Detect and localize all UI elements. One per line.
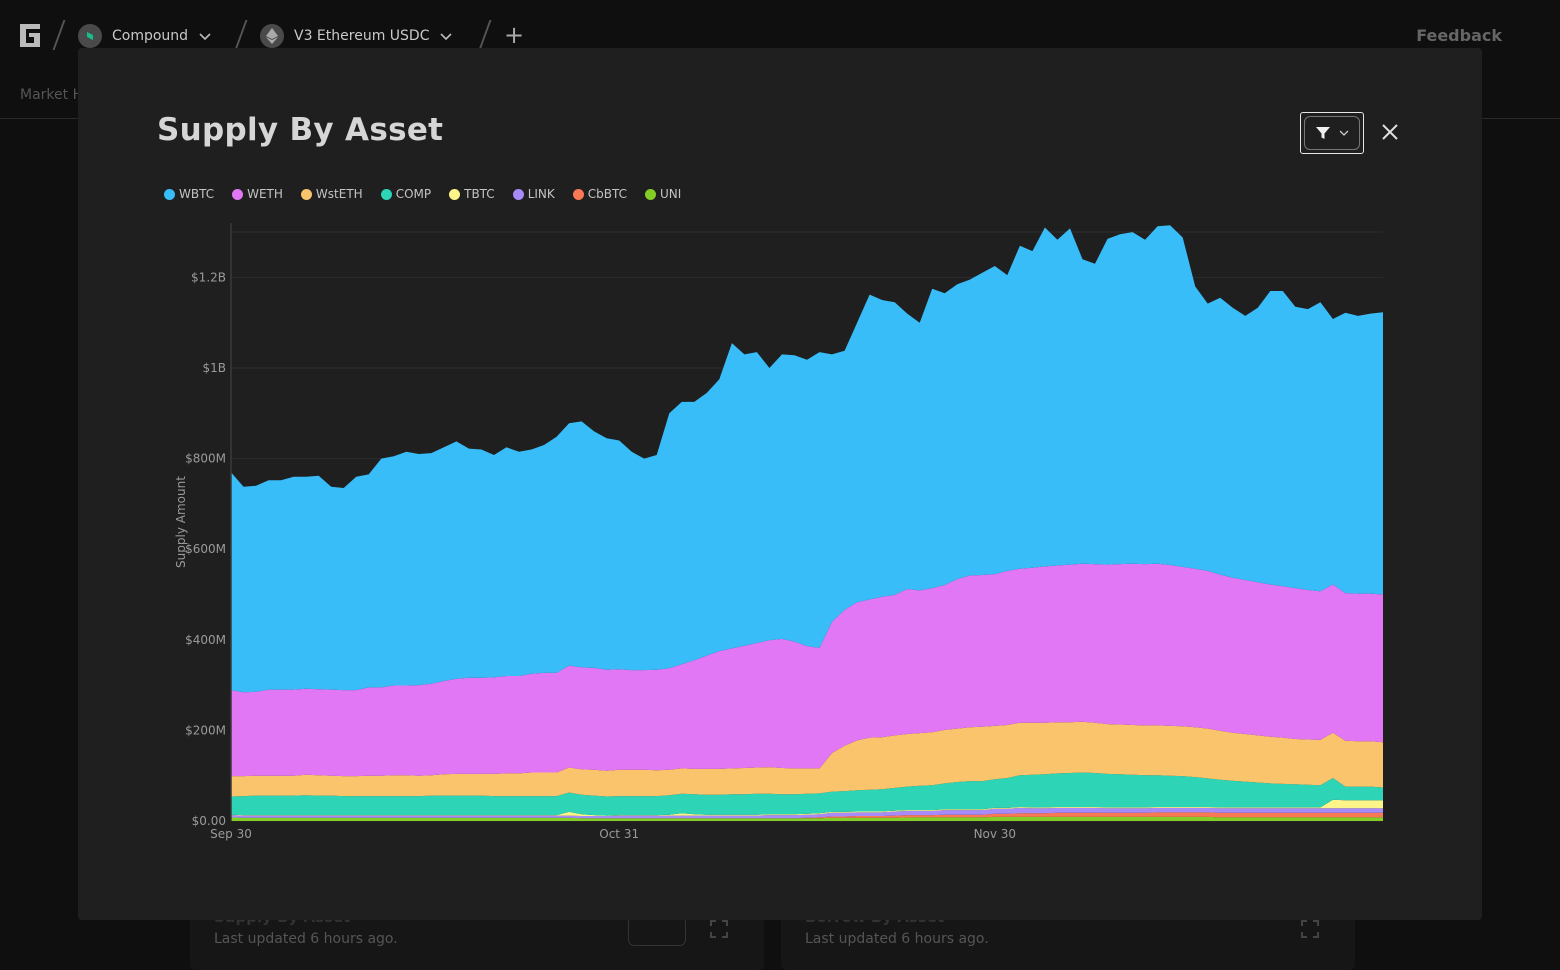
legend-label: WETH [247, 187, 283, 201]
protocol-selector[interactable]: Compound [78, 22, 212, 50]
legend-label: TBTC [464, 187, 495, 201]
area-series-uni [231, 816, 1383, 821]
y-tick-label: $200M [185, 723, 226, 737]
x-tick-label: Oct 31 [599, 827, 639, 841]
protocol-name: Compound [112, 28, 189, 44]
breadcrumb-separator [52, 20, 66, 50]
filter-button[interactable] [628, 916, 686, 946]
area-series-comp [231, 772, 1383, 816]
legend-item-cbbtc[interactable]: CbBTC [572, 187, 627, 201]
tab-market-history[interactable]: Market H [20, 87, 84, 103]
legend-dot [449, 188, 461, 200]
y-tick-label: $0.00 [192, 814, 226, 828]
legend-label: WBTC [179, 187, 215, 201]
compound-logo-icon [78, 24, 102, 48]
y-tick-label: $800M [185, 452, 226, 466]
legend-item-wsteth[interactable]: WstETH [300, 187, 363, 201]
chevron-down-icon [199, 33, 211, 41]
chevron-down-icon [440, 33, 453, 41]
card-updated-text: Last updated 6 hours ago. [214, 931, 398, 947]
chevron-down-icon [1339, 130, 1349, 136]
y-tick-label: $600M [185, 542, 226, 556]
breadcrumb-separator [234, 20, 248, 50]
add-icon[interactable]: + [504, 21, 525, 49]
legend-item-link[interactable]: LINK [512, 187, 555, 201]
ethereum-logo-icon [260, 24, 284, 48]
legend-item-weth[interactable]: WETH [232, 187, 283, 201]
legend-item-tbtc[interactable]: TBTC [449, 187, 495, 201]
close-icon[interactable] [1379, 121, 1401, 143]
y-tick-label: $1.2B [191, 270, 226, 284]
legend-dot [232, 188, 244, 200]
chart-legend: WBTC WETH WstETH COMP TBTC LINK CbBTC UNI [164, 187, 681, 201]
legend-label: COMP [395, 187, 432, 201]
legend-item-wbtc[interactable]: WBTC [164, 187, 214, 201]
expand-icon[interactable] [1301, 920, 1319, 938]
expand-icon[interactable] [710, 920, 728, 938]
modal-title: Supply By Asset [157, 112, 444, 148]
chart-modal: Supply By Asset WBTC WETH WstETH COMP TBTC LI… [78, 48, 1482, 920]
app-logo-icon[interactable] [18, 22, 42, 48]
area-series-weth [231, 563, 1383, 777]
area-series-wsteth [231, 721, 1383, 797]
legend-label: CbBTC [587, 187, 627, 201]
y-axis-title: Supply Amount [174, 476, 188, 568]
breadcrumb-separator [478, 20, 492, 50]
area-series-link [231, 807, 1383, 819]
legend-dot [300, 188, 312, 200]
legend-label: WstETH [315, 187, 363, 201]
y-tick-label: $1B [202, 361, 226, 375]
area-series-cbbtc [231, 812, 1383, 819]
card-updated-text: Last updated 6 hours ago. [805, 931, 989, 947]
filter-icon [1316, 127, 1330, 139]
legend-dot [572, 188, 584, 200]
x-tick-label: Nov 30 [974, 827, 1017, 841]
filter-button[interactable] [1300, 112, 1364, 154]
legend-dot [645, 188, 656, 200]
legend-dot [512, 188, 524, 200]
legend-item-comp[interactable]: COMP [380, 187, 432, 201]
legend-label: UNI [660, 187, 682, 201]
feedback-button[interactable]: Feedback [1416, 26, 1502, 45]
area-series-tbtc [231, 799, 1383, 816]
supply-area-chart: $0.00 $200M $400M $600M $800M $1B $1.2B Sep 30 O… [174, 223, 1383, 841]
market-selector[interactable]: V3 Ethereum USDC [260, 22, 453, 50]
market-name: V3 Ethereum USDC [294, 28, 430, 44]
x-tick-label: Sep 30 [210, 827, 252, 841]
legend-label: LINK [527, 187, 555, 201]
legend-dot [164, 188, 175, 200]
y-tick-label: $400M [185, 633, 226, 647]
area-series-wbtc [231, 225, 1383, 693]
legend-item-uni[interactable]: UNI [645, 187, 681, 201]
legend-dot [380, 188, 392, 200]
